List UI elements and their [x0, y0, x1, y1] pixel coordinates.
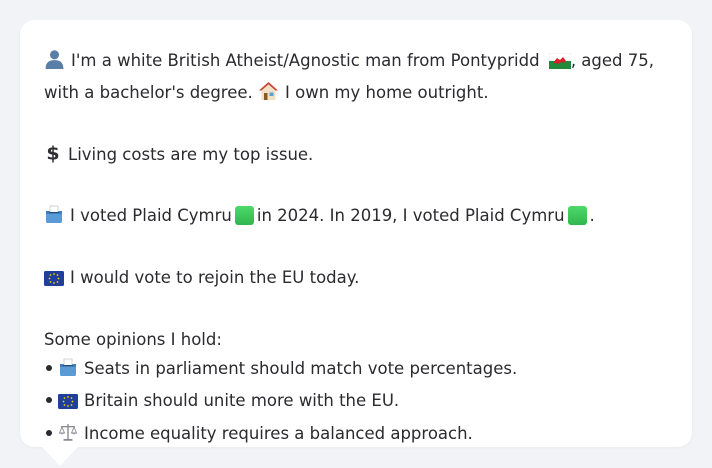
intro-line-2: with a bachelor's degree. I own my home …	[44, 78, 674, 110]
green-square-icon	[234, 206, 254, 226]
speech-bubble-pointer	[42, 447, 78, 466]
eu-line: I would vote to rejoin the EU today.	[44, 263, 674, 295]
bullet-icon	[46, 429, 52, 436]
opinion-item: Income equality requires a balanced appr…	[44, 419, 674, 451]
ballot-box-icon	[58, 357, 78, 386]
opinion-text: Britain should unite more with the EU.	[84, 391, 400, 411]
opinion-item: Britain should unite more with the EU.	[44, 386, 674, 418]
person-silhouette-icon	[44, 48, 65, 78]
intro-text-c: with a bachelor's degree.	[44, 83, 253, 103]
balance-scale-icon	[58, 422, 78, 451]
speech-bubble-card: I'm a white British Atheist/Agnostic man…	[20, 20, 692, 447]
eu-flag-icon	[44, 266, 64, 295]
issue-text: Living costs are my top issue.	[68, 144, 314, 164]
issue-line: $ Living costs are my top issue.	[44, 140, 674, 172]
green-square-icon	[567, 206, 587, 226]
vote-text-c: .	[589, 206, 595, 226]
intro-text-a: I'm a white British Atheist/Agnostic man…	[71, 51, 540, 70]
svg-text:$: $	[46, 142, 59, 163]
opinion-text: Income equality requires a balanced appr…	[84, 423, 473, 443]
vote-text-a: I voted Plaid Cymru	[70, 206, 232, 226]
wales-flag-icon	[548, 49, 572, 78]
intro-line-1: I'm a white British Atheist/Agnostic man…	[44, 46, 674, 78]
vote-text-b: in 2024. In 2019, I voted Plaid Cymru	[256, 206, 565, 226]
eu-flag-icon	[58, 389, 78, 418]
opinion-item: Seats in parliament should match vote pe…	[44, 354, 674, 386]
intro-text-b: , aged 75,	[570, 51, 654, 70]
vote-line: I voted Plaid Cymru in 2024. In 2019, I v…	[44, 201, 674, 233]
house-icon	[258, 81, 279, 110]
opinion-text: Seats in parliament should match vote pe…	[84, 358, 518, 378]
opinions-heading: Some opinions I hold:	[44, 329, 222, 349]
intro-text-d: I own my home outright.	[285, 83, 489, 103]
bullet-icon	[46, 364, 52, 371]
profile-text: I'm a white British Atheist/Agnostic man…	[44, 46, 674, 451]
dollar-sign-icon: $	[44, 142, 62, 172]
ballot-box-icon	[44, 204, 64, 233]
bullet-icon	[46, 397, 52, 404]
eu-text: I would vote to rejoin the EU today.	[70, 268, 360, 288]
